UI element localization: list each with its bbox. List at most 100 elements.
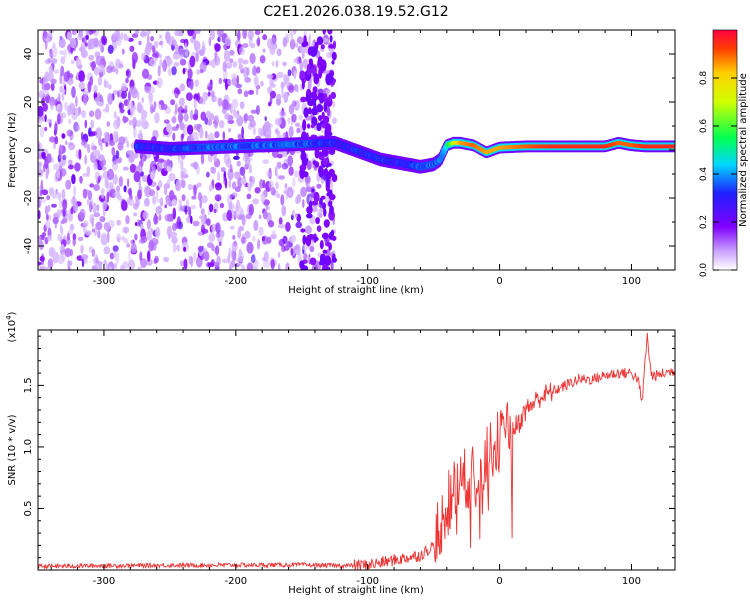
noise-blob <box>256 38 261 46</box>
noise-blob <box>255 105 260 115</box>
noise-blob <box>247 114 255 122</box>
noise-blob <box>159 34 162 39</box>
noise-blob <box>83 258 88 264</box>
noise-blob <box>330 229 335 237</box>
noise-blob <box>125 69 130 76</box>
noise-blob <box>262 210 268 220</box>
noise-blob <box>61 251 66 262</box>
noise-blob <box>185 50 188 57</box>
noise-blob <box>277 224 286 229</box>
signal-core <box>672 144 675 149</box>
noise-blob <box>271 61 275 67</box>
noise-blob <box>263 259 270 269</box>
noise-blob <box>202 40 205 50</box>
noise-blob <box>313 191 320 203</box>
noise-blob <box>320 44 325 50</box>
noise-blob <box>315 217 320 225</box>
noise-blob <box>249 53 256 64</box>
noise-blob <box>132 152 139 159</box>
noise-blob <box>194 79 200 88</box>
noise-blob <box>252 235 256 242</box>
noise-blob <box>157 158 165 163</box>
noise-blob <box>80 244 84 254</box>
noise-blob <box>93 161 98 171</box>
noise-blob <box>235 83 243 89</box>
noise-blob <box>137 266 143 270</box>
noise-blob <box>79 175 83 184</box>
noise-blob <box>281 205 287 217</box>
noise-blob <box>158 40 163 46</box>
noise-blob <box>199 69 204 74</box>
noise-blob <box>88 54 95 61</box>
snr-y-multiplier-base: (x10 <box>7 320 18 343</box>
noise-blob <box>271 230 276 237</box>
x-tick-label: 100 <box>622 576 641 587</box>
noise-blob <box>130 107 133 118</box>
x-tick-label: -200 <box>224 576 247 587</box>
noise-blob <box>178 111 183 124</box>
noise-blob <box>321 232 329 240</box>
noise-blob <box>228 179 232 189</box>
noise-blob <box>282 37 287 48</box>
noise-blob <box>45 170 49 180</box>
noise-blob <box>254 187 261 194</box>
noise-blob <box>308 58 313 64</box>
noise-blob <box>68 118 72 125</box>
noise-blob <box>168 172 176 182</box>
noise-blob <box>44 126 48 132</box>
noise-blob <box>207 262 215 268</box>
noise-blob <box>159 53 162 59</box>
snr-marks <box>38 332 675 570</box>
noise-blob <box>239 101 245 110</box>
noise-blob <box>178 97 185 107</box>
noise-blob <box>53 163 60 171</box>
noise-blob <box>330 260 334 270</box>
colorbar-ticks: 0.0 0.2 0.4 0.6 0.8 <box>699 71 737 277</box>
noise-blob <box>158 214 162 221</box>
colorbar-tick-label: 0.8 <box>699 71 709 86</box>
noise-blob <box>171 116 177 124</box>
noise-blob <box>229 164 233 173</box>
noise-blob <box>112 130 119 141</box>
noise-blob <box>86 143 91 154</box>
noise-blob <box>293 58 297 63</box>
noise-blob <box>296 213 302 223</box>
noise-blob <box>240 236 247 244</box>
noise-blob <box>42 30 48 38</box>
noise-blob <box>108 140 116 147</box>
noise-blob <box>324 255 332 267</box>
noise-blob <box>130 86 137 95</box>
noise-blob <box>231 181 237 190</box>
noise-blob <box>87 190 93 201</box>
noise-blob <box>283 91 289 104</box>
y-tick-label: -40 <box>23 238 34 254</box>
noise-blob <box>260 192 266 204</box>
noise-blob <box>294 212 298 219</box>
noise-blob <box>51 203 57 208</box>
noise-blob <box>183 246 187 252</box>
noise-blob <box>180 159 184 170</box>
colorbar-tick-label: 0.2 <box>699 215 709 229</box>
noise-blob <box>227 78 233 86</box>
noise-blob <box>38 90 45 99</box>
noise-blob <box>294 122 301 128</box>
colorbar: 0.0 0.2 0.4 0.6 0.8 Normalized spectral ampl… <box>699 29 749 277</box>
noise-blob <box>228 202 235 211</box>
noise-blob <box>299 70 306 77</box>
noise-blob <box>158 180 163 189</box>
noise-blob <box>61 133 66 139</box>
noise-blob <box>69 38 77 49</box>
noise-blob <box>152 52 159 58</box>
noise-blob <box>276 161 282 169</box>
noise-blob <box>158 100 165 105</box>
noise-blob <box>155 226 161 238</box>
noise-blob <box>127 199 135 206</box>
noise-blob <box>329 35 333 43</box>
noise-blob <box>242 59 249 65</box>
noise-blob <box>60 112 64 124</box>
noise-blob <box>291 113 297 123</box>
noise-blob <box>252 126 256 136</box>
noise-blob <box>38 261 42 266</box>
noise-blob <box>134 222 138 226</box>
noise-blob <box>326 162 332 167</box>
